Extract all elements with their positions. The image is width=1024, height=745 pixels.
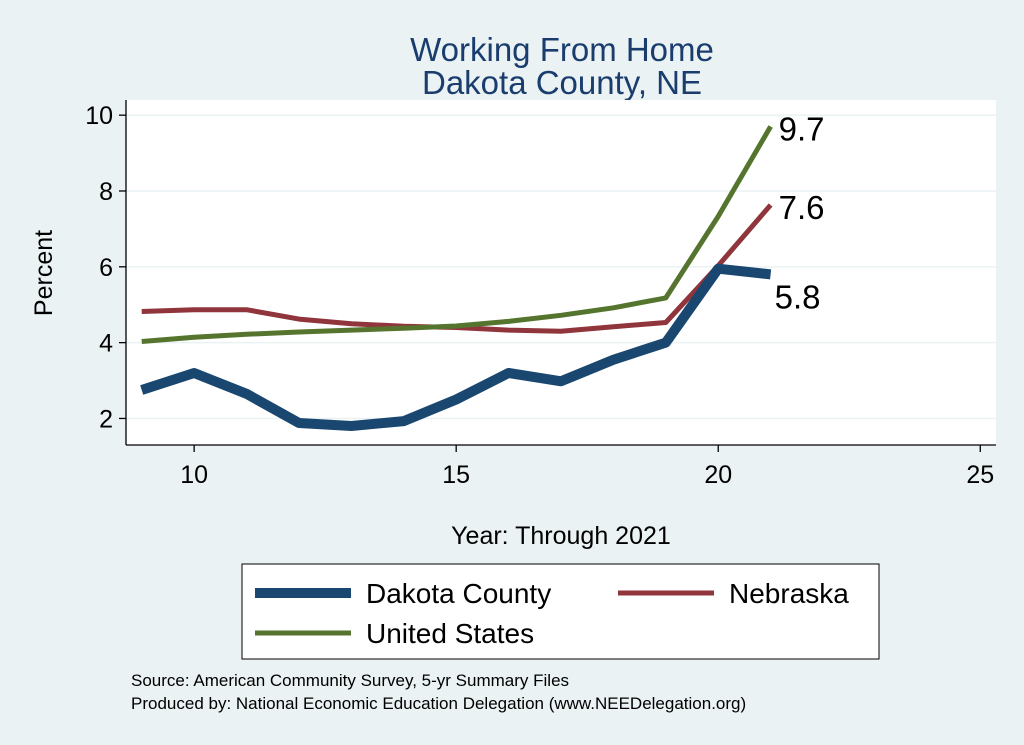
y-tick-label: 6: [99, 254, 113, 282]
end-value-labels: 5.8 7.6 9.7: [775, 111, 825, 316]
source-note: Source: American Community Survey, 5-yr …: [131, 671, 569, 690]
chart-title: Working From Home: [410, 31, 714, 68]
y-tick-label: 10: [85, 102, 113, 130]
x-tick-label: 10: [180, 461, 208, 489]
y-axis-ticks: 2 4 6 8 10: [85, 102, 126, 433]
x-tick-label: 25: [966, 461, 994, 489]
y-tick-label: 4: [99, 330, 113, 358]
legend: Dakota County Nebraska United States: [241, 563, 880, 660]
legend-label-nebraska: Nebraska: [729, 578, 849, 609]
series-line-dakota-county: [140, 263, 772, 431]
end-label-dakota-county: 5.8: [775, 278, 821, 315]
gridlines: [126, 114, 996, 420]
end-label-united-states: 9.7: [779, 111, 825, 148]
x-tick-label: 15: [442, 461, 470, 489]
series-lines: [140, 125, 773, 431]
plot-area: [126, 100, 996, 445]
producer-note: Produced by: National Economic Education…: [131, 694, 746, 713]
x-axis-title: Year: Through 2021: [451, 522, 671, 550]
y-tick-label: 8: [99, 178, 113, 206]
end-label-nebraska: 7.6: [779, 189, 825, 226]
y-tick-label: 2: [99, 405, 113, 433]
y-axis-title: Percent: [30, 230, 58, 316]
legend-label-united-states: United States: [366, 618, 534, 649]
x-axis-ticks: 10 15 20 25: [180, 445, 994, 489]
legend-label-dakota-county: Dakota County: [366, 578, 551, 609]
x-tick-label: 20: [704, 461, 732, 489]
chart-subtitle: Dakota County, NE: [422, 64, 702, 101]
series-line-united-states: [141, 125, 773, 344]
legend-box: [241, 563, 880, 660]
